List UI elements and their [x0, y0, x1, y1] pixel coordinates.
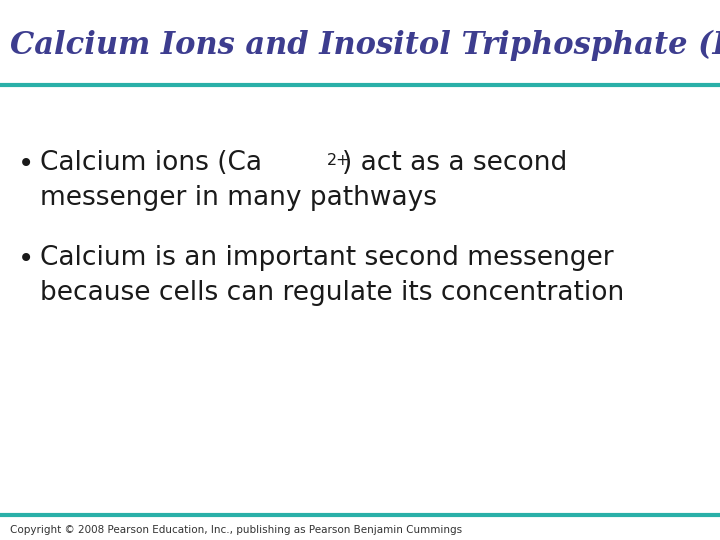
- Text: Calcium Ions and Inositol Triphosphate (IP: Calcium Ions and Inositol Triphosphate (…: [10, 30, 720, 61]
- Text: •: •: [18, 150, 35, 178]
- Text: 3: 3: [0, 539, 1, 540]
- Text: because cells can regulate its concentration: because cells can regulate its concentra…: [40, 280, 624, 306]
- Text: Calcium ions (Ca: Calcium ions (Ca: [40, 150, 262, 176]
- Text: ) act as a second: ) act as a second: [343, 150, 567, 176]
- Text: •: •: [18, 245, 35, 273]
- Text: 2+: 2+: [326, 153, 350, 167]
- Text: Copyright © 2008 Pearson Education, Inc., publishing as Pearson Benjamin Cumming: Copyright © 2008 Pearson Education, Inc.…: [10, 525, 462, 535]
- Text: Calcium is an important second messenger: Calcium is an important second messenger: [40, 245, 613, 271]
- Text: messenger in many pathways: messenger in many pathways: [40, 185, 437, 211]
